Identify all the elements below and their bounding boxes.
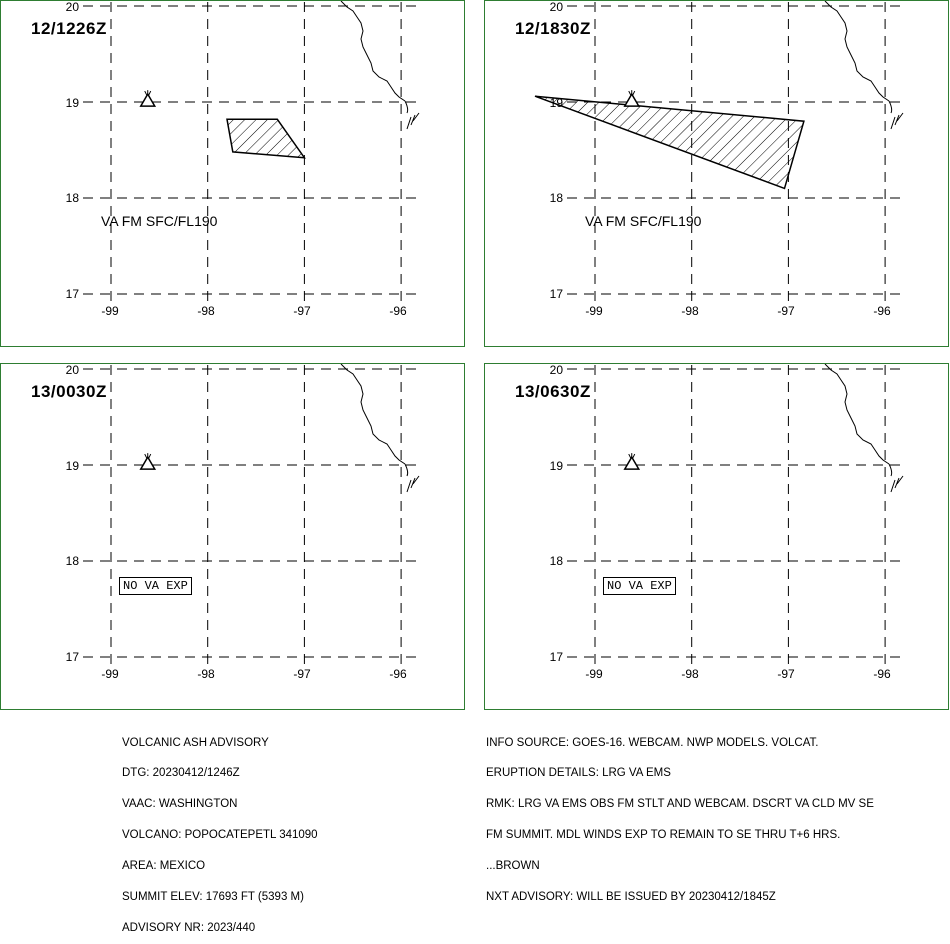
graticule bbox=[83, 365, 416, 667]
lat-tick-20: 20 bbox=[549, 0, 563, 14]
advisory-line: FM SUMMIT. MDL WINDS EXP TO REMAIN TO SE… bbox=[486, 829, 841, 842]
lon-tick-99: -99 bbox=[101, 304, 119, 318]
lat-tick-20: 20 bbox=[65, 363, 79, 377]
volcano-triangle-icon bbox=[623, 90, 641, 107]
no-va-expected-box: NO VA EXP bbox=[603, 577, 676, 595]
lat-tick-19: 19 bbox=[549, 96, 563, 110]
lat-tick-17: 17 bbox=[549, 650, 563, 664]
lon-tick-96: -96 bbox=[389, 667, 407, 681]
lon-tick-98: -98 bbox=[681, 304, 699, 318]
advisory-line: AREA: MEXICO bbox=[122, 860, 206, 873]
coastline-detail bbox=[404, 100, 420, 130]
panel-time-label: 13/0630Z bbox=[515, 382, 591, 401]
lon-tick-98: -98 bbox=[681, 667, 699, 681]
ash-cloud-polygon bbox=[534, 95, 805, 190]
forecast-panel-1: 12/1226Z 20 19 18 17 -99 -98 -97 -96 VA … bbox=[0, 0, 465, 347]
lon-tick-97: -97 bbox=[777, 304, 795, 318]
lat-tick-20: 20 bbox=[65, 0, 79, 14]
coastline-detail bbox=[888, 463, 904, 493]
advisory-line: SUMMIT ELEV: 17693 FT (5393 M) bbox=[122, 891, 304, 904]
volcano-triangle-icon bbox=[623, 453, 641, 470]
advisory-line: DTG: 20230412/1246Z bbox=[122, 767, 240, 780]
volcano-triangle-icon bbox=[139, 90, 157, 107]
lat-tick-19: 19 bbox=[549, 459, 563, 473]
no-va-expected-box: NO VA EXP bbox=[119, 577, 192, 595]
lon-tick-96: -96 bbox=[873, 667, 891, 681]
advisory-line: NXT ADVISORY: WILL BE ISSUED BY 20230412… bbox=[486, 891, 776, 904]
map-canvas-2 bbox=[534, 1, 904, 304]
lon-tick-96: -96 bbox=[873, 304, 891, 318]
lat-tick-18: 18 bbox=[65, 191, 79, 205]
lat-tick-19: 19 bbox=[65, 459, 79, 473]
lon-tick-99: -99 bbox=[101, 667, 119, 681]
lat-tick-17: 17 bbox=[65, 650, 79, 664]
lon-tick-99: -99 bbox=[585, 667, 603, 681]
advisory-line: INFO SOURCE: GOES-16. WEBCAM. NWP MODELS… bbox=[486, 736, 819, 749]
volcano-triangle-icon bbox=[139, 453, 157, 470]
ash-cloud-polygon bbox=[226, 118, 306, 159]
advisory-line: VOLCANIC ASH ADVISORY bbox=[122, 736, 269, 749]
advisory-header-block: VOLCANIC ASH ADVISORY DTG: 20230412/1246… bbox=[122, 717, 318, 944]
lat-tick-18: 18 bbox=[549, 191, 563, 205]
lon-tick-96: -96 bbox=[389, 304, 407, 318]
advisory-line: VAAC: WASHINGTON bbox=[122, 798, 238, 811]
coastline bbox=[340, 1, 406, 102]
lat-tick-20: 20 bbox=[549, 363, 563, 377]
lon-tick-98: -98 bbox=[197, 667, 215, 681]
coastline-detail bbox=[404, 463, 420, 493]
coastline bbox=[824, 1, 890, 102]
va-level-label: VA FM SFC/FL190 bbox=[101, 213, 218, 229]
lat-tick-17: 17 bbox=[65, 287, 79, 301]
lon-tick-99: -99 bbox=[585, 304, 603, 318]
lat-tick-18: 18 bbox=[65, 554, 79, 568]
lon-tick-97: -97 bbox=[777, 667, 795, 681]
panel-time-label: 12/1226Z bbox=[31, 19, 107, 38]
advisory-line: ...BROWN bbox=[486, 860, 540, 873]
panel-time-label: 12/1830Z bbox=[515, 19, 591, 38]
lon-tick-98: -98 bbox=[197, 304, 215, 318]
va-level-label: VA FM SFC/FL190 bbox=[585, 213, 702, 229]
map-canvas-4 bbox=[567, 364, 904, 667]
coastline-detail bbox=[888, 100, 904, 130]
graticule bbox=[567, 365, 900, 667]
forecast-panel-4: 13/0630Z 20 19 18 17 -99 -98 -97 -96 NO … bbox=[484, 363, 949, 710]
graticule bbox=[83, 2, 416, 304]
forecast-panel-2: 12/1830Z 20 19 18 17 -99 -98 -97 -96 VA … bbox=[484, 0, 949, 347]
advisory-line: ERUPTION DETAILS: LRG VA EMS bbox=[486, 767, 671, 780]
advisory-line: ADVISORY NR: 2023/440 bbox=[122, 921, 256, 934]
coastline bbox=[824, 364, 890, 465]
map-canvas-3 bbox=[83, 364, 420, 667]
advisory-line: RMK: LRG VA EMS OBS FM STLT AND WEBCAM. … bbox=[486, 798, 874, 811]
graticule bbox=[567, 2, 900, 304]
forecast-panel-3: 13/0030Z 20 19 18 17 -99 -98 -97 -96 NO … bbox=[0, 363, 465, 710]
map-canvas-1 bbox=[83, 1, 420, 304]
panel-time-label: 13/0030Z bbox=[31, 382, 107, 401]
advisory-remarks-block: INFO SOURCE: GOES-16. WEBCAM. NWP MODELS… bbox=[486, 717, 874, 913]
coastline bbox=[340, 364, 406, 465]
lat-tick-19: 19 bbox=[65, 96, 79, 110]
lon-tick-97: -97 bbox=[293, 304, 311, 318]
lat-tick-18: 18 bbox=[549, 554, 563, 568]
lon-tick-97: -97 bbox=[293, 667, 311, 681]
lat-tick-17: 17 bbox=[549, 287, 563, 301]
advisory-line: VOLCANO: POPOCATEPETL 341090 bbox=[122, 829, 318, 842]
